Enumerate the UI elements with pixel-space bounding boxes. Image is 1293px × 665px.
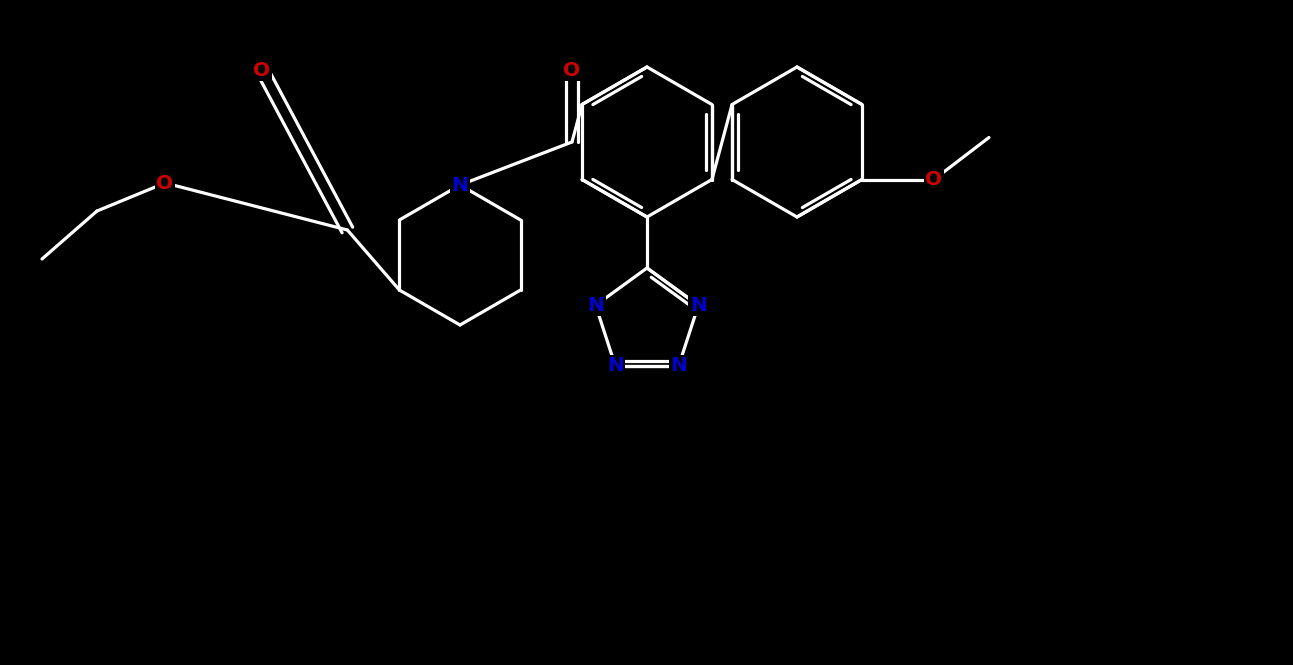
Text: N: N <box>451 176 468 194</box>
Text: N: N <box>690 296 707 315</box>
Text: N: N <box>606 356 623 375</box>
Text: O: O <box>564 61 581 80</box>
Text: N: N <box>587 296 604 315</box>
Text: N: N <box>670 356 687 375</box>
Text: O: O <box>926 170 943 189</box>
Text: O: O <box>253 61 270 80</box>
Text: O: O <box>156 174 173 192</box>
